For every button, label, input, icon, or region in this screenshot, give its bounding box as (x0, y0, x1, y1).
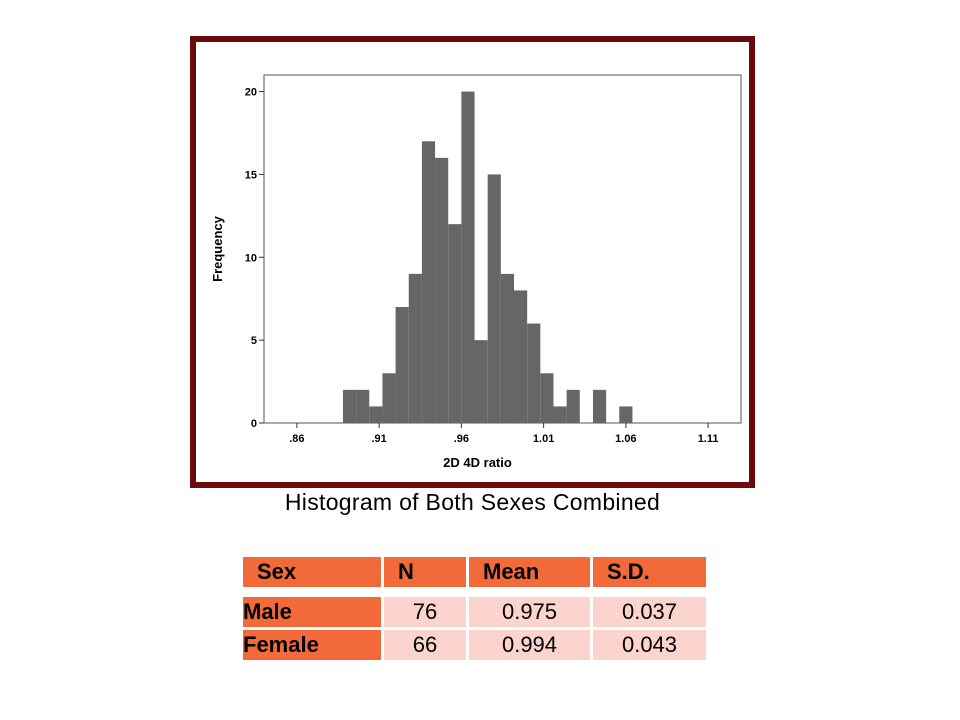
x-tick-label: .96 (454, 433, 469, 445)
y-tick-label: 15 (245, 169, 257, 181)
y-tick-label: 5 (251, 335, 257, 347)
header-sex: Sex (243, 557, 381, 587)
y-axis-label: Frequency (210, 215, 225, 282)
row-n-male: 76 (384, 597, 466, 627)
row-n-female: 66 (384, 630, 466, 660)
table-row: Female 66 0.994 0.043 (243, 630, 706, 660)
x-tick-label: .91 (371, 433, 386, 445)
histogram-bar (487, 174, 501, 423)
histogram-bar (553, 406, 567, 423)
histogram-bar (619, 406, 633, 423)
histogram-bar (500, 273, 515, 423)
table-row: Male 76 0.975 0.037 (243, 597, 706, 627)
histogram-bar (421, 141, 436, 423)
header-n: N (384, 557, 466, 587)
chart-caption: Histogram of Both Sexes Combined (284, 489, 661, 515)
histogram-chart: 0 5 10 15 20 .86 .91 .96 1.01 1.06 1.11 2D 4D ratio… (210, 74, 742, 470)
y-tick-label: 20 (245, 87, 257, 99)
x-tick-label: 1.11 (698, 433, 719, 445)
histogram-bar (474, 340, 488, 423)
row-sd-female: 0.043 (593, 630, 706, 660)
row-mean-male: 0.975 (469, 597, 590, 627)
row-mean-female: 0.994 (469, 630, 590, 660)
histogram-bar (540, 373, 554, 423)
histogram-bar (382, 373, 396, 423)
histogram-bar (448, 224, 462, 423)
row-sex-female: Female (243, 630, 381, 660)
table-header-row: Sex N Mean S.D. (243, 557, 706, 587)
x-tick-label: 1.06 (615, 433, 636, 445)
x-tick-label: 1.01 (533, 433, 554, 445)
header-mean: Mean (469, 557, 590, 587)
y-tick-label: 10 (245, 252, 257, 264)
histogram-bar (592, 389, 607, 423)
row-sd-male: 0.037 (593, 597, 706, 627)
histogram-bar (435, 157, 449, 423)
x-tick-label: .86 (289, 433, 304, 445)
histogram-bar (408, 273, 422, 423)
histogram-bar (566, 389, 580, 423)
y-tick-label: 0 (251, 418, 257, 430)
chart-frame: 0 5 10 15 20 .86 .91 .96 1.01 1.06 1.11 2D 4D ratio… (190, 36, 755, 488)
histogram-bar (395, 307, 409, 423)
histogram-bar (369, 406, 383, 423)
histogram-bar (461, 91, 475, 424)
histogram-bar (356, 389, 370, 423)
histogram-bar (342, 389, 357, 423)
stats-table: Sex N Mean S.D. Male 76 0.975 0.037 Fema… (240, 554, 709, 663)
header-sd: S.D. (593, 557, 706, 587)
row-sex-male: Male (243, 597, 381, 627)
histogram-bar (527, 323, 541, 423)
histogram-bar (514, 290, 528, 423)
x-axis-label: 2D 4D ratio (443, 455, 512, 470)
